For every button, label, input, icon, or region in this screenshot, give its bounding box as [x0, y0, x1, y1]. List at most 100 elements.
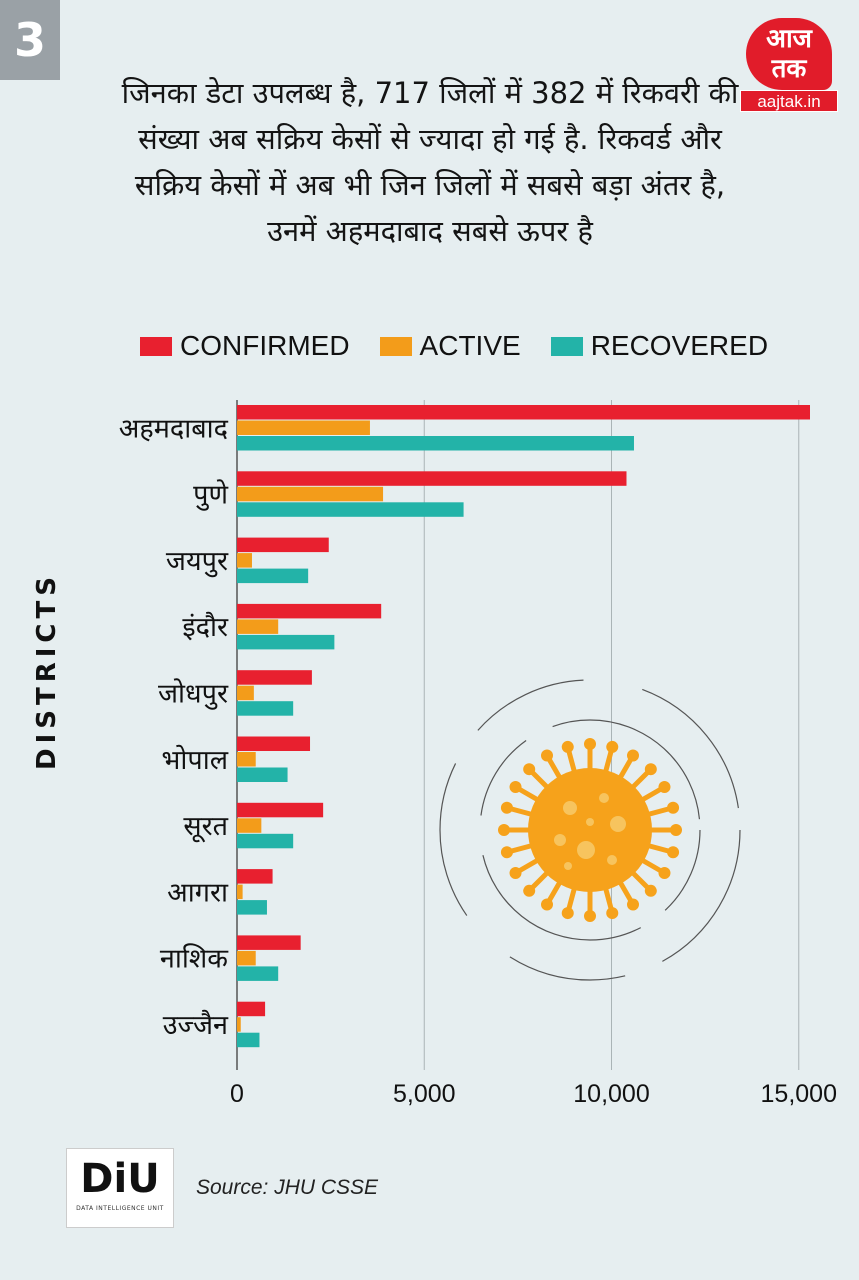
bar-chart: अहमदाबाद पुणे जयपुर इंदौर जोधपुर भोपाल सूरत आगर… — [119, 400, 837, 1108]
bar-confirmed — [237, 869, 273, 884]
bar-confirmed — [237, 1001, 266, 1017]
category-labels: अहमदाबाद पुणे जयपुर इंदौर जोधपुर भोपाल सूरत आगर… — [119, 413, 229, 1041]
bar-active — [237, 685, 254, 701]
virus-ring-outer — [439, 679, 741, 981]
source-note: Source: JHU CSSE — [196, 1176, 379, 1199]
logo-text: आज तक — [746, 18, 832, 90]
bar-active — [237, 486, 384, 502]
virus-spike-tip — [523, 884, 536, 897]
virus-spike-tip — [584, 738, 596, 750]
logo-url: aajtak.in — [740, 90, 838, 112]
virus-spike-tip — [644, 884, 657, 897]
bar-confirmed — [237, 736, 311, 751]
bar-recovered — [237, 634, 335, 650]
category-label: इंदौर — [182, 611, 229, 643]
bar-active — [237, 1017, 241, 1032]
legend-item-confirmed: CONFIRMED — [140, 330, 350, 362]
bar-recovered — [237, 767, 288, 782]
virus-spike-tip — [627, 898, 639, 911]
bar-confirmed — [237, 537, 329, 553]
virus-illustration — [439, 679, 741, 981]
virus-spot — [563, 801, 577, 815]
legend-swatch-confirmed — [140, 336, 172, 356]
x-tick-label: 10,000 — [573, 1080, 649, 1108]
virus-spike-tip — [658, 781, 671, 793]
virus-spike-tip — [584, 910, 596, 922]
category-label: उज्जैन — [163, 1009, 229, 1041]
virus-spike-tip — [606, 907, 619, 920]
virus-spot — [610, 816, 626, 832]
virus-spike-tip — [667, 801, 680, 814]
legend-label-active: ACTIVE — [419, 330, 521, 361]
x-tick-labels: 0 5,000 10,000 15,000 — [230, 1080, 837, 1108]
legend-swatch-active — [379, 336, 412, 356]
category-label: नाशिक — [160, 943, 229, 975]
virus-spike-tip — [509, 867, 522, 879]
virus-spike-tip — [561, 740, 574, 753]
bar-active — [237, 884, 243, 900]
virus-body — [528, 768, 652, 892]
category-label: जयपुर — [166, 546, 229, 578]
bar-recovered — [237, 436, 634, 451]
aajtak-logo: आज तक aajtak.in — [740, 14, 838, 112]
x-tick-label: 0 — [230, 1080, 244, 1108]
virus-spikes — [498, 738, 682, 922]
virus-spot — [554, 834, 566, 846]
x-tick-label: 15,000 — [761, 1080, 837, 1108]
virus-spike-tip — [667, 846, 680, 859]
bar-active — [237, 420, 370, 435]
virus-spot — [599, 793, 609, 803]
bar-confirmed — [237, 670, 312, 685]
bar-recovered — [237, 568, 309, 584]
legend-label-confirmed: CONFIRMED — [180, 330, 350, 361]
virus-spike-tip — [541, 749, 553, 762]
virus-spike-tip — [500, 846, 513, 859]
virus-spike-tip — [541, 898, 553, 911]
bar-recovered — [237, 502, 464, 517]
virus-spot — [586, 818, 594, 826]
virus-spike-tip — [500, 801, 513, 814]
legend-item-active: ACTIVE — [379, 330, 521, 362]
x-tick-label: 5,000 — [393, 1080, 456, 1108]
bar-recovered — [237, 833, 294, 849]
legend-swatch-recovered — [550, 336, 583, 356]
virus-spot — [577, 841, 595, 859]
category-label: भोपाल — [161, 744, 228, 776]
category-label: जोधपुर — [158, 677, 229, 710]
bar-active — [237, 752, 256, 767]
virus-spike-tip — [561, 907, 574, 920]
category-label: अहमदाबाद — [119, 413, 229, 444]
virus-spike-tip — [498, 824, 510, 836]
virus-spot — [607, 855, 617, 865]
virus-spike-tip — [644, 763, 657, 776]
virus-spot — [564, 862, 572, 870]
diu-logo-subtext: DATA INTELLIGENCE UNIT — [76, 1205, 164, 1212]
virus-ring-inner — [479, 719, 701, 941]
category-label: आगरा — [167, 877, 229, 908]
virus-spike-tip — [670, 824, 682, 836]
diu-logo-text: DiU — [80, 1156, 160, 1202]
bar-recovered — [237, 966, 279, 981]
bar-confirmed — [237, 935, 301, 950]
virus-spike-tip — [523, 763, 536, 776]
slide-number: 3 — [0, 0, 60, 80]
chart-bars — [237, 405, 810, 1048]
bar-confirmed — [237, 603, 382, 619]
headline: जिनका डेटा उपलब्ध है, 717 जिलों में 382 … — [121, 76, 739, 248]
bar-recovered — [237, 701, 294, 716]
bar-active — [237, 619, 279, 634]
legend-item-recovered: RECOVERED — [550, 330, 769, 362]
legend-label-recovered: RECOVERED — [590, 330, 769, 361]
bar-active — [237, 950, 256, 966]
bar-active — [237, 818, 262, 833]
virus-spike-tip — [627, 749, 639, 762]
bar-confirmed — [237, 471, 627, 486]
chart-legend: CONFIRMED ACTIVE RECOVERED — [140, 326, 798, 366]
diu-logo: DiU DATA INTELLIGENCE UNIT — [66, 1148, 174, 1228]
category-label: सूरत — [183, 811, 228, 843]
bar-recovered — [237, 900, 267, 915]
category-label: पुणे — [193, 479, 228, 512]
bar-confirmed — [237, 405, 810, 420]
bar-active — [237, 553, 252, 568]
virus-spike-tip — [658, 867, 671, 879]
